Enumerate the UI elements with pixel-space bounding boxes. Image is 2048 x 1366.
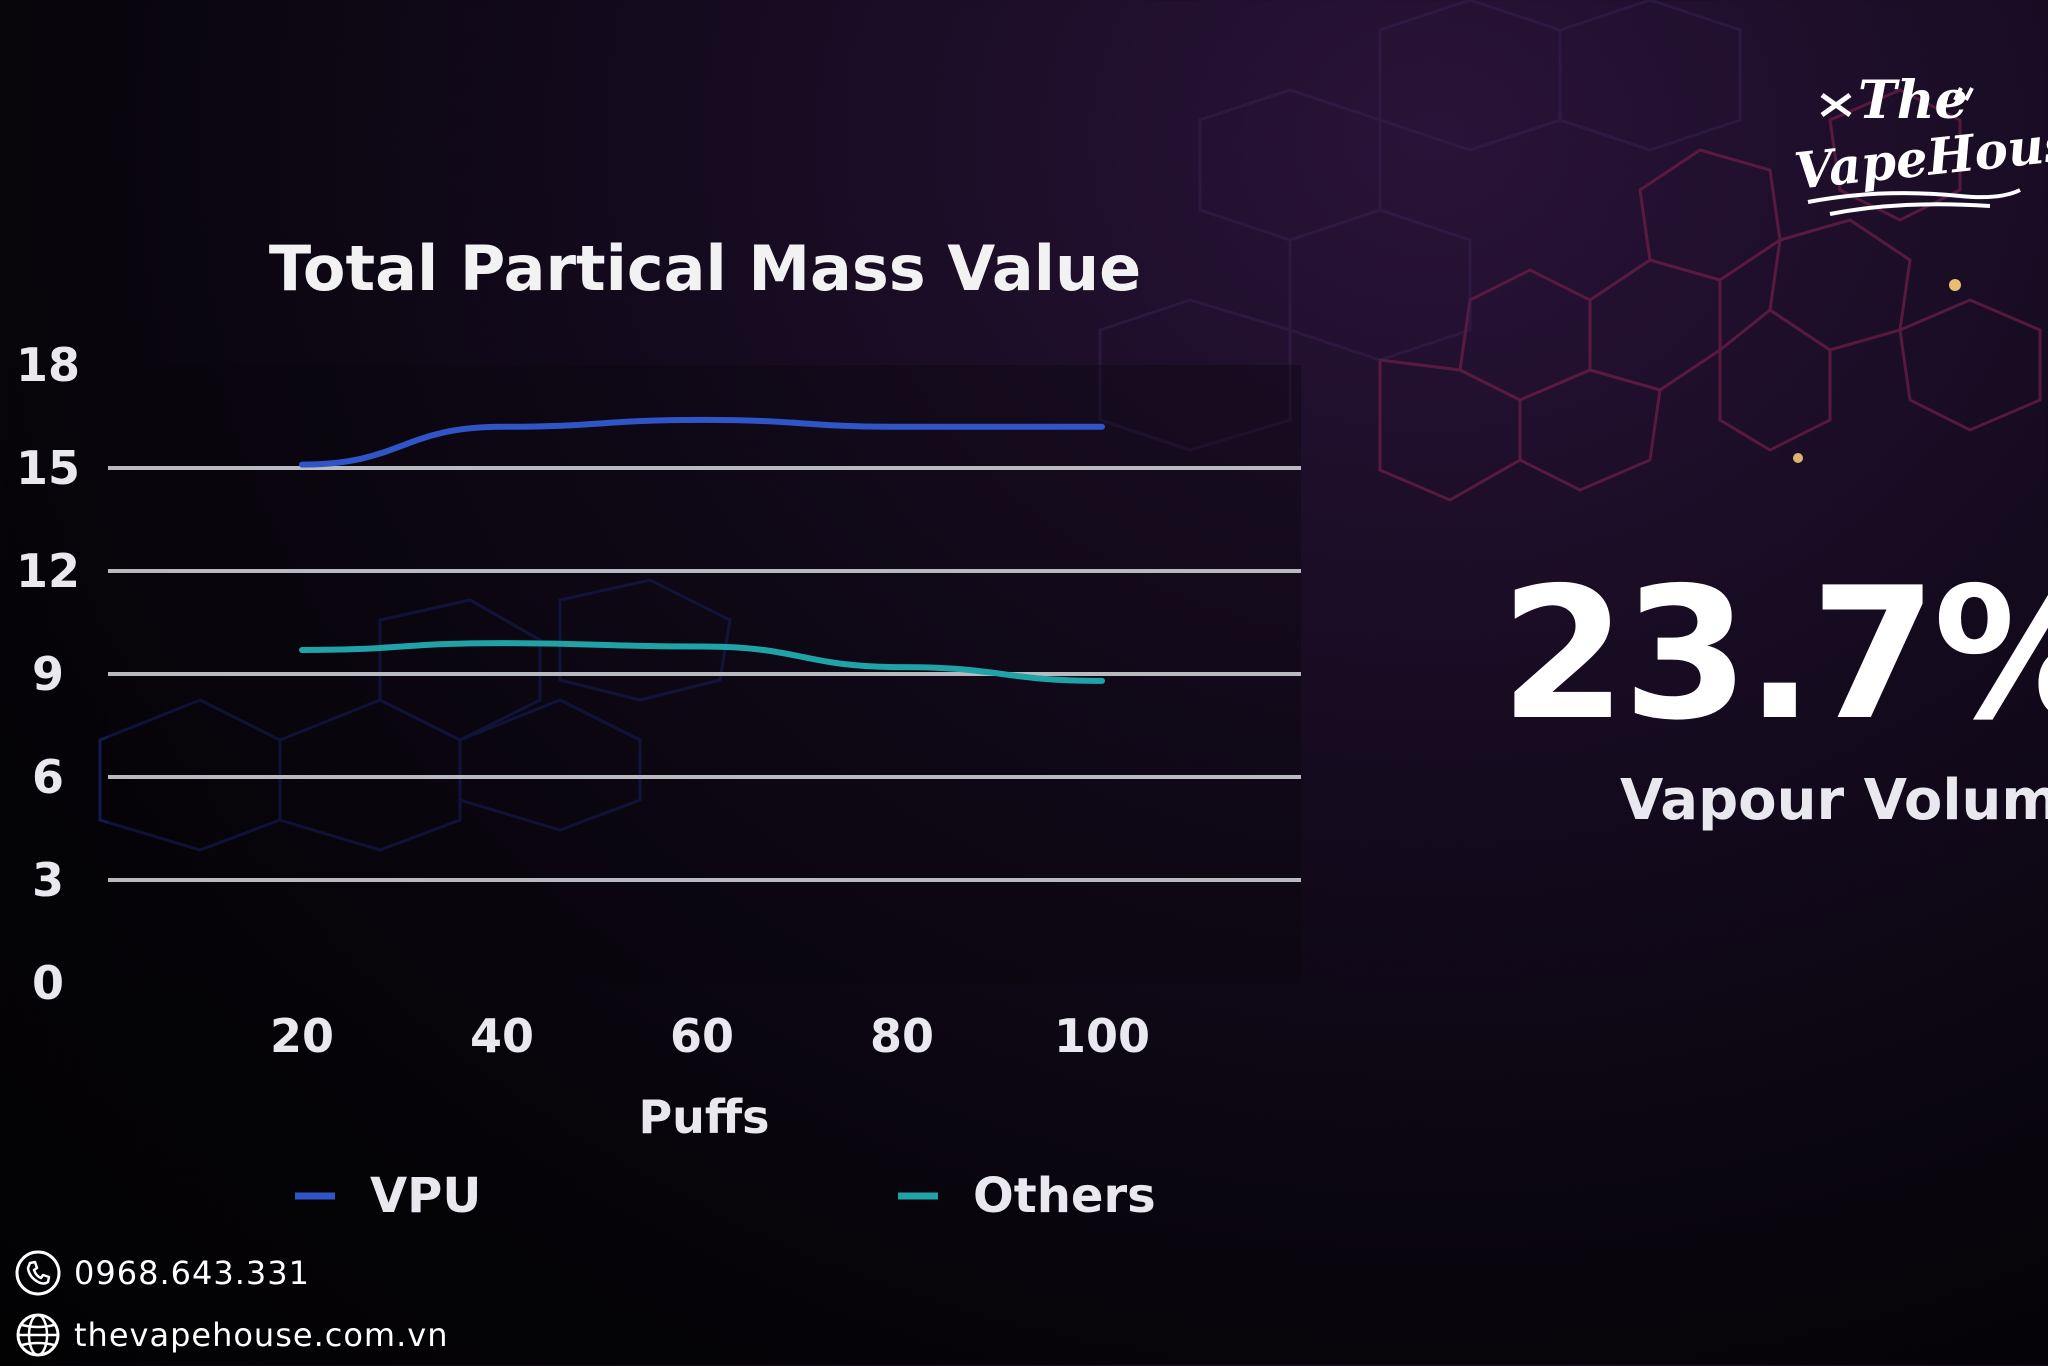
stat-value: 23.7% — [1500, 548, 2048, 760]
y-tick-label: 12 — [16, 544, 80, 598]
stat-label: Vapour Volum — [1620, 768, 2048, 833]
website-link[interactable]: thevapehouse.com.vn — [74, 1316, 448, 1354]
x-tick-label: 60 — [670, 1009, 734, 1063]
y-tick-label: 0 — [32, 956, 64, 1010]
x-axis-ticks: 20 40 60 80 100 — [270, 1009, 1150, 1063]
y-tick-label: 9 — [32, 647, 64, 701]
x-tick-label: 40 — [470, 1009, 534, 1063]
phone-number[interactable]: 0968.643.331 — [74, 1254, 310, 1292]
legend: VPU Others — [295, 1168, 1156, 1224]
phone-icon — [14, 1249, 62, 1297]
globe-icon — [14, 1311, 62, 1359]
x-tick-label: 20 — [270, 1009, 334, 1063]
logo-the: The — [1858, 70, 1968, 131]
contact-website-row: thevapehouse.com.vn — [14, 1304, 448, 1366]
y-tick-label: 18 — [16, 338, 80, 392]
legend-label-others: Others — [973, 1168, 1156, 1224]
y-tick-label: 3 — [32, 853, 64, 907]
x-tick-label: 100 — [1054, 1009, 1150, 1063]
y-axis-ticks: 0 3 6 9 12 15 18 — [16, 338, 80, 1010]
contact-info: 0968.643.331 thevapehouse.com.vn — [14, 1242, 448, 1366]
x-tick-label: 80 — [870, 1009, 934, 1063]
chart-title: Total Partical Mass Value — [269, 232, 1141, 305]
legend-label-vpu: VPU — [370, 1168, 481, 1224]
y-tick-label: 6 — [32, 750, 64, 804]
y-tick-label: 15 — [16, 441, 80, 495]
x-axis-label: Puffs — [638, 1090, 769, 1144]
contact-phone-row: 0968.643.331 — [14, 1242, 448, 1304]
vapehouse-logo: The VapeHouse — [1792, 70, 2048, 214]
chart: Total Partical Mass Value 0 3 6 9 12 15 18 20 4… — [16, 232, 1301, 1224]
